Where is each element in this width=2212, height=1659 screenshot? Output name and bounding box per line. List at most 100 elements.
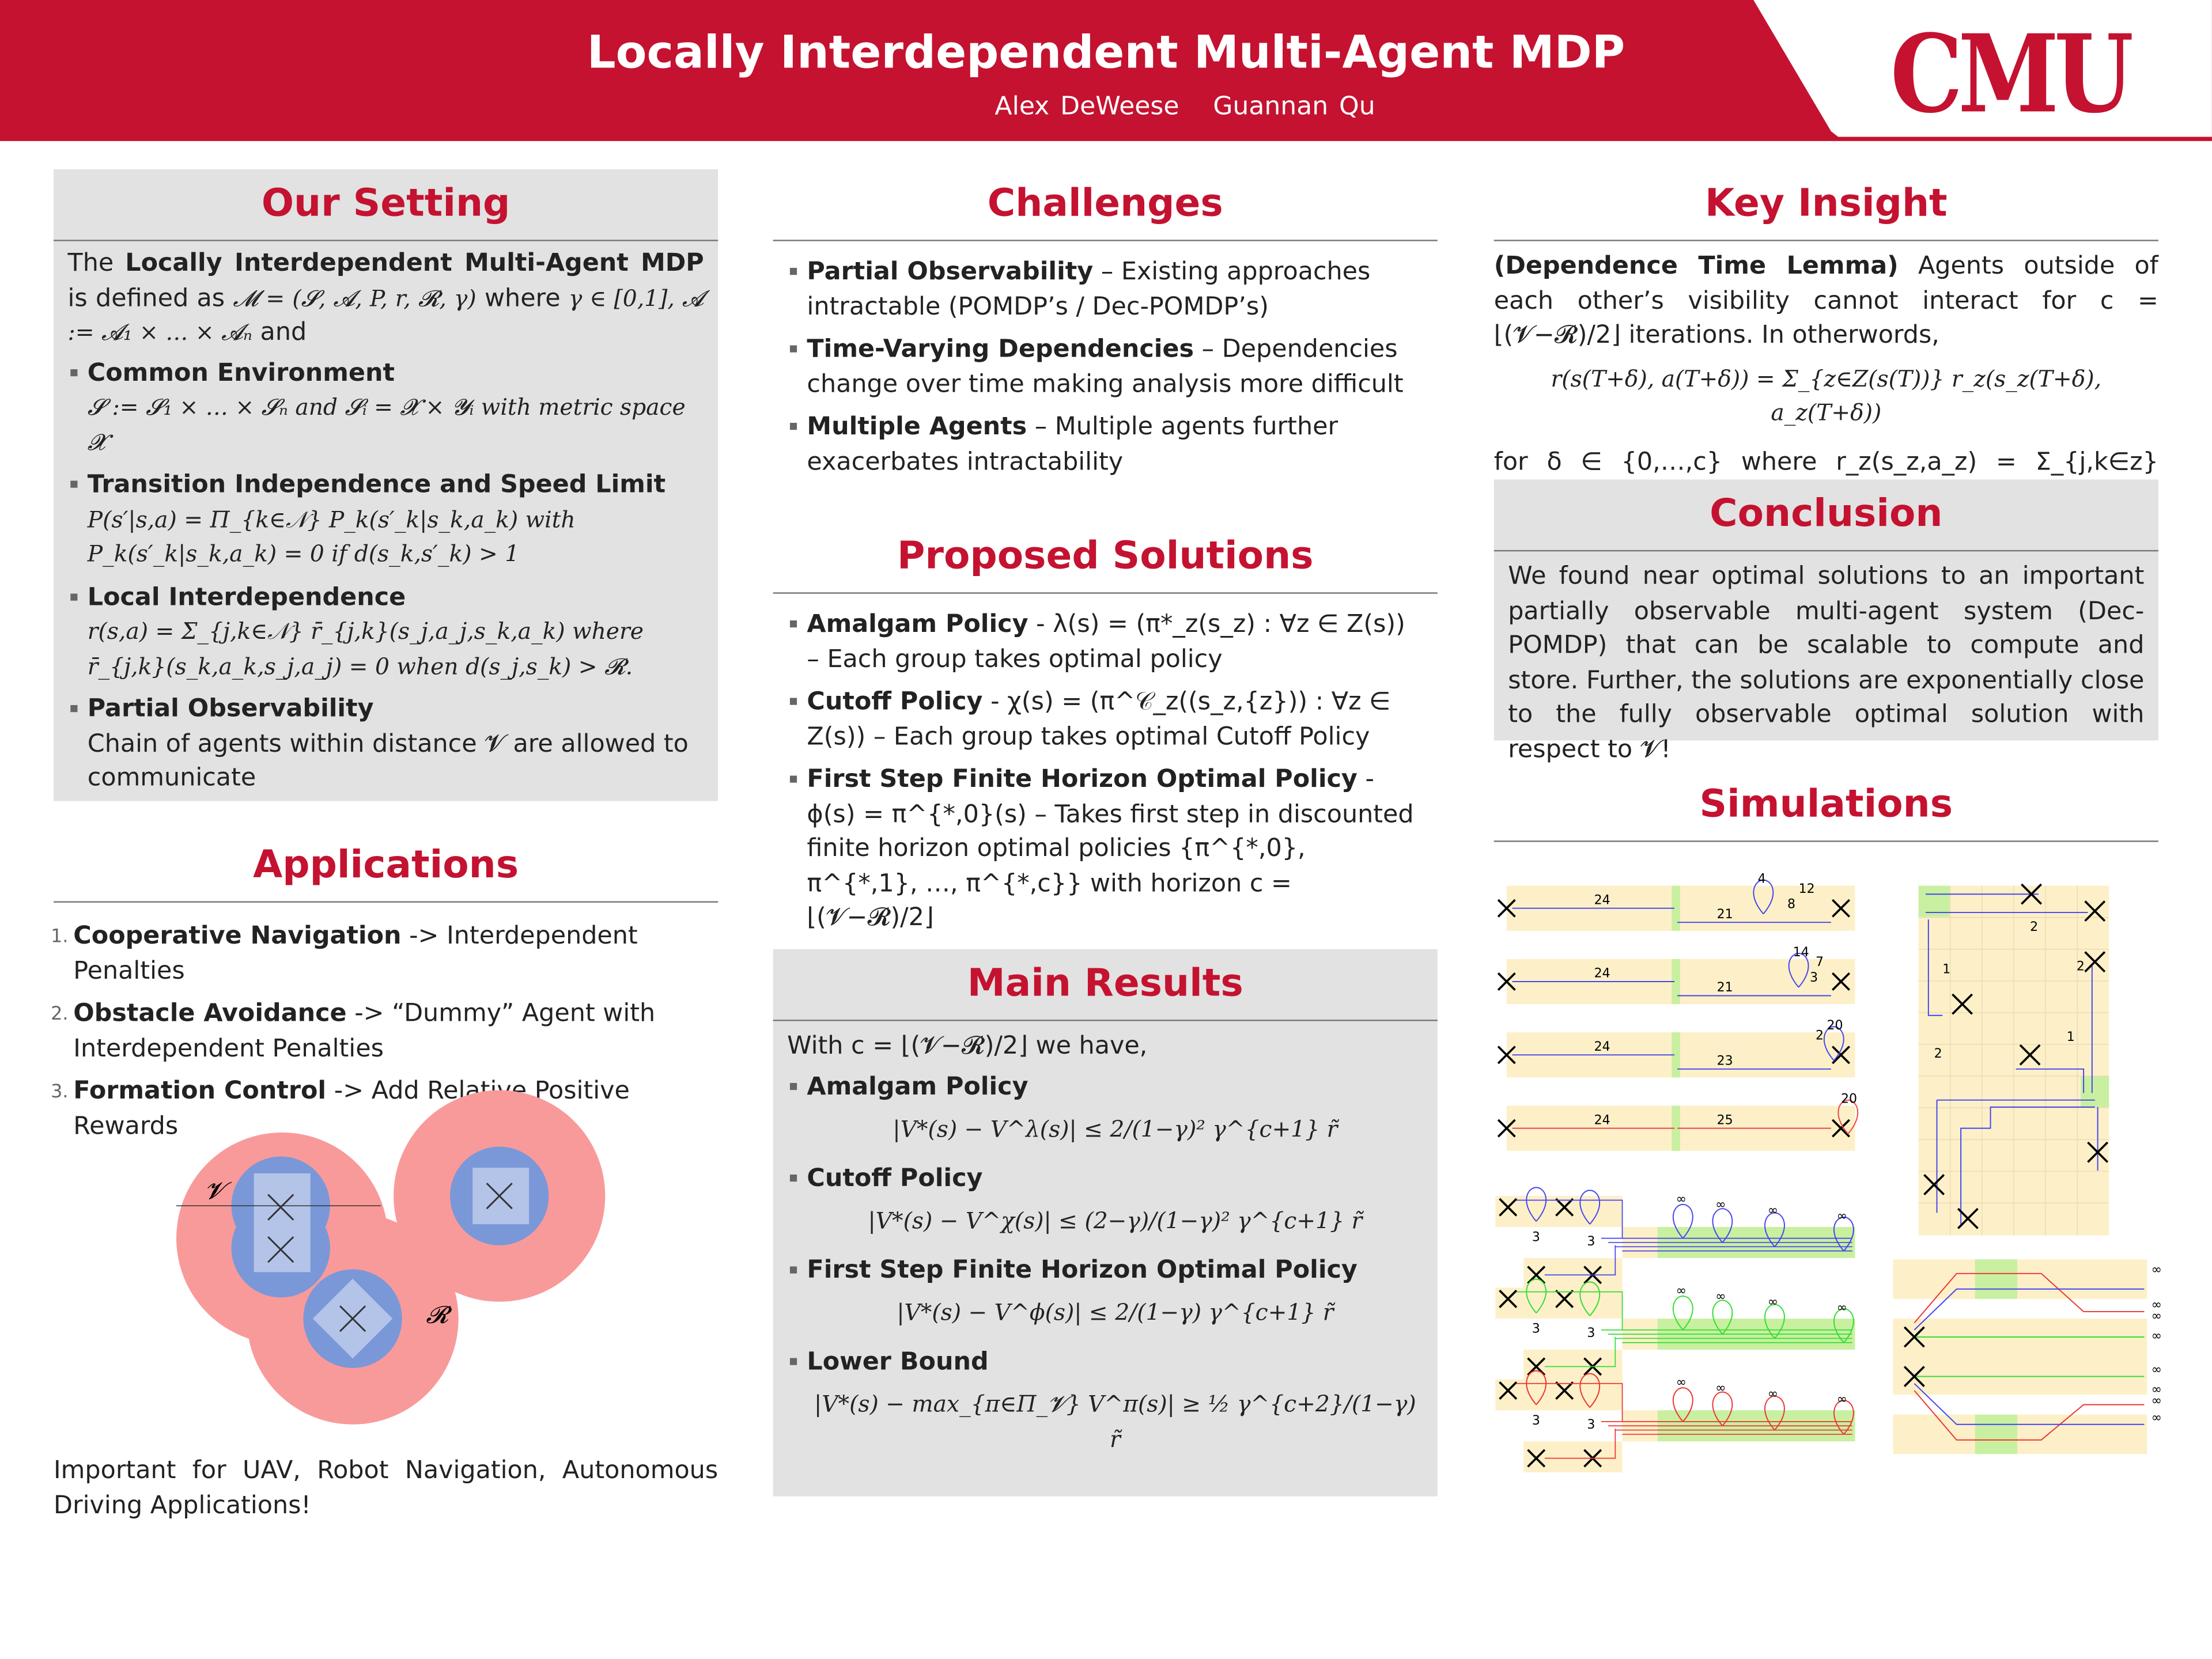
sim-label: ∞ xyxy=(1715,1289,1726,1304)
merge-area xyxy=(1523,1441,1623,1473)
path-line xyxy=(1516,1199,1623,1276)
sim-label: ∞ xyxy=(1676,1192,1687,1206)
insight-equation: r(s(T+δ), a(T+δ)) = Σ_{z∈Z(s(T))} r_z(s_… xyxy=(1551,364,2102,426)
list-item: Cooperative Navigation -> Interdependent… xyxy=(51,919,704,988)
obstacle xyxy=(1893,1298,2147,1319)
sim-label: 2 xyxy=(2030,920,2038,934)
sim-label: 21 xyxy=(1717,980,1733,995)
header-banner: CMU Locally Interdependent Multi-Agent M… xyxy=(0,0,2212,141)
conclusion-section: Conclusion We found near optimal solutio… xyxy=(1493,479,2158,764)
goal-cell xyxy=(2081,1076,2109,1107)
author: Alex DeWeese xyxy=(995,92,1179,122)
sim-label: ∞ xyxy=(2151,1329,2162,1343)
sim-label: 8 xyxy=(1787,897,1795,912)
loop-path xyxy=(1712,1208,1733,1243)
applications-section: Applications Cooperative Navigation -> I… xyxy=(51,831,719,1161)
agent-x-icon xyxy=(1499,1198,1518,1217)
sim-label: 3 xyxy=(1587,1234,1595,1249)
goal-cell xyxy=(1672,1032,1680,1078)
radius-label: 𝓡 xyxy=(426,1301,452,1329)
sim-label: 24 xyxy=(1594,967,1610,981)
agent-x-icon xyxy=(1497,1119,1516,1138)
path-line xyxy=(1516,1382,1623,1459)
agent-x-icon xyxy=(1527,1449,1546,1468)
sim-label: ∞ xyxy=(1676,1284,1687,1298)
loop-path xyxy=(1764,1395,1785,1431)
agent-x-icon xyxy=(1499,1289,1518,1308)
loop-path xyxy=(1823,1026,1844,1061)
loop-path xyxy=(1837,1099,1859,1135)
list-item: Obstacle Avoidance -> “Dummy” Agent with… xyxy=(51,997,704,1066)
loop-path xyxy=(1526,1187,1547,1222)
agent-x-icon xyxy=(1555,1381,1574,1400)
author: Guannan Qu xyxy=(1213,92,1375,122)
sim-label: 21 xyxy=(1717,907,1733,922)
agent-x-icon xyxy=(2084,900,2106,922)
loop-path xyxy=(1764,1212,1785,1247)
agent-x-icon xyxy=(2087,1141,2109,1163)
interaction-radius-diagram: 𝓥 𝓡 xyxy=(176,1090,606,1425)
sim-label: 14 xyxy=(1793,945,1809,960)
list-item: Transition Independence and Speed LimitP… xyxy=(69,468,704,572)
agent-x-icon xyxy=(1923,1174,1945,1196)
loop-path xyxy=(1788,953,1809,988)
loop-path xyxy=(1833,1308,1854,1343)
sim-label: 3 xyxy=(1532,1414,1540,1428)
section-heading: Proposed Solutions xyxy=(773,522,1438,594)
agent-x-icon xyxy=(1832,899,1851,918)
applications-footer: Important for UAV, Robot Navigation, Aut… xyxy=(54,1457,719,1520)
sim-label: 3 xyxy=(1532,1322,1540,1336)
cmu-logo: CMU xyxy=(1890,11,2134,137)
agent-x-icon xyxy=(2084,951,2106,973)
agent-x-icon xyxy=(1497,972,1516,991)
sim-label: 25 xyxy=(1717,1113,1733,1127)
poster-title: Locally Interdependent Multi-Agent MDP xyxy=(587,25,1625,79)
agent-x-icon xyxy=(2021,883,2042,905)
path-line xyxy=(1516,1291,1623,1368)
agent-x-icon xyxy=(1832,1046,1851,1065)
loop-path xyxy=(1833,1216,1854,1252)
loop-path xyxy=(1579,1190,1601,1225)
agent-x-icon xyxy=(2019,1044,2041,1066)
loop-path xyxy=(1672,1296,1693,1331)
list-item: Amalgam Policy - λ(s) = (π*_z(s_z) : ∀z … xyxy=(789,608,1423,677)
loop-path xyxy=(1753,879,1774,915)
agent-x-icon xyxy=(1903,1366,1925,1387)
lane-map xyxy=(1893,1259,2147,1455)
solutions-section: Proposed Solutions Amalgam Policy - λ(s)… xyxy=(773,522,1438,953)
loop-path xyxy=(1833,1400,1854,1435)
sim-label: ∞ xyxy=(2151,1298,2162,1312)
sim-label: ∞ xyxy=(1715,1381,1726,1395)
results-intro: With c = ⌊(𝓥−𝓡)/2⌋ we have, xyxy=(787,1032,1148,1061)
sim-label: 24 xyxy=(1594,893,1610,907)
section-heading: Our Setting xyxy=(54,169,719,241)
list-item: Cutoff Policy - χ(s) = (π^𝒞_z((s_z,{z}))… xyxy=(789,685,1423,755)
path-line xyxy=(1914,1336,2145,1377)
merge-area xyxy=(1523,1257,1623,1289)
sim-label: 1 xyxy=(2067,1030,2075,1044)
loop-path xyxy=(1712,1300,1733,1335)
insight-section: Key Insight (Dependence Time Lemma) Agen… xyxy=(1493,169,2158,522)
sim-label: ∞ xyxy=(2151,1394,2162,1408)
agent-x-icon xyxy=(1832,1119,1851,1138)
list-item: First Step Finite Horizon Optimal Policy… xyxy=(789,763,1423,936)
loop-path xyxy=(1672,1387,1693,1422)
sim-label: ∞ xyxy=(1768,1295,1778,1309)
agent-x-icon xyxy=(1903,1326,1925,1348)
sim-label: 2 xyxy=(2077,959,2085,974)
sim-label: 12 xyxy=(1799,882,1815,896)
sim-label: 3 xyxy=(1810,971,1818,985)
sim-label: 3 xyxy=(1587,1326,1595,1340)
list-item: First Step Finite Horizon Optimal Policy… xyxy=(789,1253,1423,1331)
sim-label: 2 xyxy=(1934,1047,1942,1061)
list-item: Time-Varying Dependencies – Dependencies… xyxy=(789,333,1423,402)
logo-tab xyxy=(1753,0,2212,137)
loop-path xyxy=(1672,1203,1693,1239)
loop-path xyxy=(1526,1370,1547,1406)
loop-path xyxy=(1579,1281,1601,1316)
simulations-section: Simulations xyxy=(1493,770,2158,842)
